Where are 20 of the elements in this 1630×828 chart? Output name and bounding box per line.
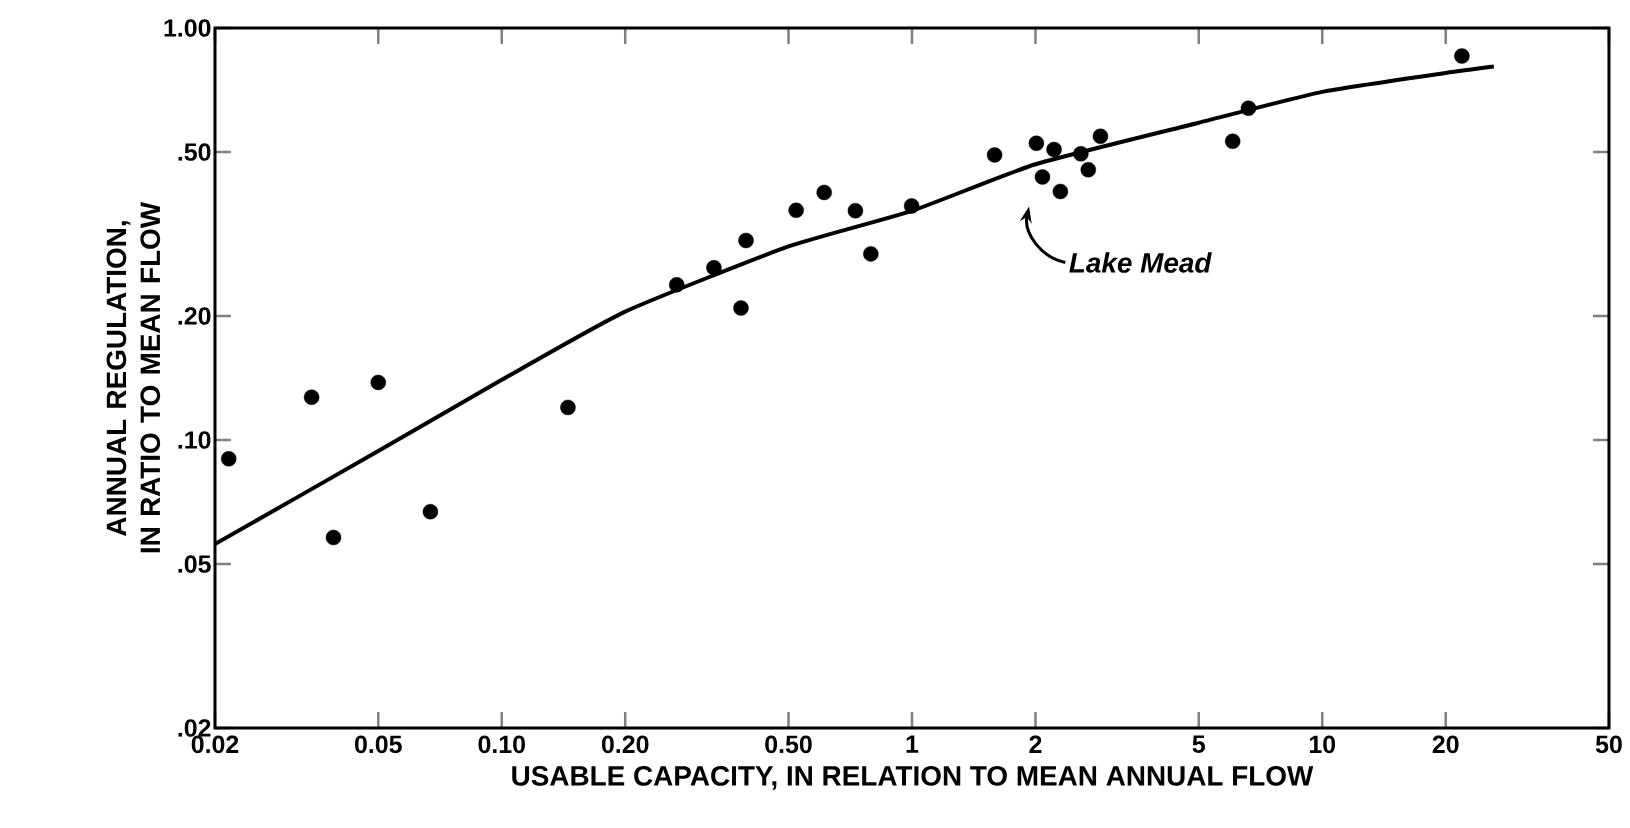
y-tick-label: .02 <box>178 719 211 737</box>
y-tick-label: .20 <box>178 307 211 325</box>
x-tick-label: 0.50 <box>765 735 812 754</box>
y-tick-label: .50 <box>178 143 211 161</box>
annotation: Lake Mead <box>1069 252 1212 273</box>
x-tick-label: 2 <box>1029 735 1042 753</box>
x-tick-label: 50 <box>1595 735 1622 754</box>
x-tick-label: 0.20 <box>601 735 649 754</box>
x-tick-label: 10 <box>1309 735 1336 754</box>
x-tick-label: 5 <box>1192 735 1205 753</box>
x-tick-label: 0.10 <box>478 735 525 754</box>
y-tick-label: .10 <box>178 431 211 449</box>
y-tick-label: .05 <box>178 555 211 573</box>
x-tick-label: 20 <box>1432 735 1459 754</box>
x-tick-label: 0.02 <box>191 735 239 754</box>
x-axis-title: USABLE CAPACITY, IN RELATION TO MEAN ANNUAL FLOW <box>512 766 1314 790</box>
y-tick-label: 1.00 <box>164 19 211 37</box>
x-tick-label: 0.05 <box>355 735 402 754</box>
y-axis-title: ANNUAL REGULATION, IN RATIO TO MEAN FLOW <box>106 201 161 553</box>
x-tick-label: 1 <box>906 735 919 753</box>
